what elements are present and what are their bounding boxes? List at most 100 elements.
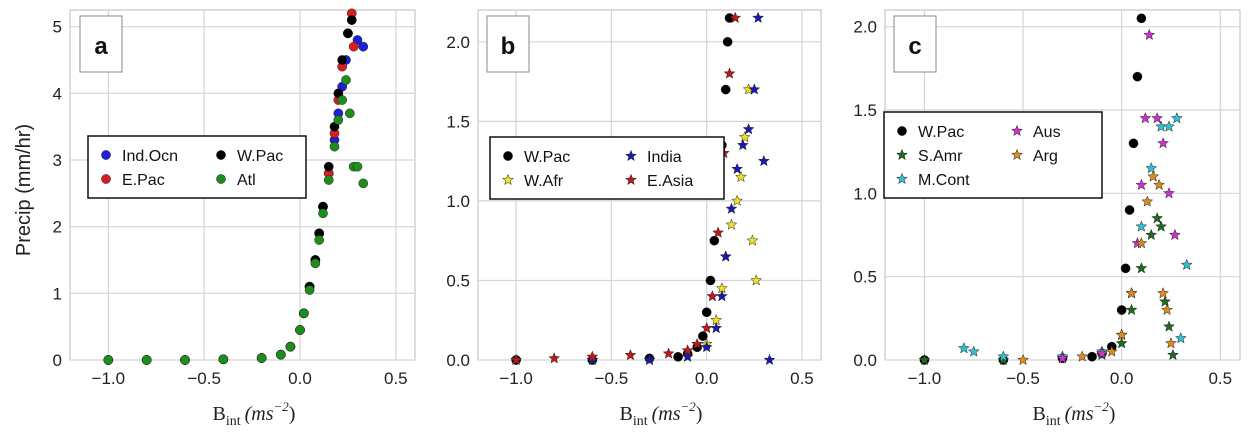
legend-item: W.Pac <box>216 148 283 165</box>
data-point <box>1157 287 1170 299</box>
y-tick-label: 1.5 <box>853 101 877 120</box>
legend: W.Pac S.Amr M.Cont Aus Arg <box>883 111 1103 199</box>
data-point <box>719 250 732 262</box>
panel-c: −1.0 −0.5 0.0 0.5 0.0 0.5 1.0 1.5 2.0 c W.Pac S.Amr… <box>853 9 1241 388</box>
y-tick-label: 0.0 <box>446 351 470 370</box>
x-tick-label: 0.0 <box>288 369 312 388</box>
legend-marker <box>216 150 226 160</box>
data-point <box>700 321 713 334</box>
legend-label: E.Pac <box>122 172 165 189</box>
data-point <box>348 41 359 52</box>
legend-marker <box>503 151 513 161</box>
x-axis-label: Bint (ms−2) <box>1033 399 1116 429</box>
data-point <box>343 28 353 39</box>
data-point <box>1155 220 1168 232</box>
data-point <box>586 350 599 362</box>
legend-label: S.Amr <box>918 148 963 165</box>
data-point <box>729 11 742 24</box>
legend-marker <box>896 172 908 185</box>
x-tick-label: −1.0 <box>908 369 942 388</box>
data-point <box>1139 112 1152 124</box>
data-point <box>673 352 683 362</box>
data-point <box>358 178 369 189</box>
legend-marker <box>1011 148 1023 161</box>
data-point <box>1180 258 1193 271</box>
data-point <box>1120 263 1131 274</box>
data-point <box>736 138 749 151</box>
x-tick-label: −0.5 <box>1006 369 1040 388</box>
data-point <box>1128 138 1139 149</box>
data-point <box>1168 228 1181 241</box>
data-point <box>318 208 328 219</box>
data-point <box>345 108 355 119</box>
data-point <box>1159 295 1172 307</box>
data-point <box>722 37 733 47</box>
legend-item: Arg <box>1011 148 1058 165</box>
data-point <box>706 290 719 302</box>
y-tick-label: 0.5 <box>853 268 877 287</box>
data-point <box>1135 262 1148 274</box>
x-tick-label: −1.0 <box>92 369 126 388</box>
data-point <box>256 353 267 363</box>
y-tick-label: 1.0 <box>853 184 877 203</box>
legend-item: E.Pac <box>101 172 165 189</box>
data-point <box>1174 332 1187 344</box>
y-tick-label: 0 <box>53 351 62 370</box>
panel-letter: c <box>908 33 921 60</box>
legend-item: W.Pac <box>897 124 964 141</box>
data-point <box>705 275 716 286</box>
data-point <box>725 202 738 214</box>
y-tick-label: 2.0 <box>446 33 470 52</box>
data-point <box>1095 347 1108 359</box>
data-point <box>1141 195 1154 207</box>
data-point <box>691 337 704 350</box>
data-point <box>358 41 369 52</box>
legend-marker <box>625 149 637 162</box>
data-point <box>1145 162 1158 174</box>
data-point <box>1147 170 1160 182</box>
legend-label: W.Afr <box>524 173 564 190</box>
data-point <box>752 11 765 24</box>
legend: Ind.Ocn E.Pac W.Pac Atl <box>87 135 307 199</box>
data-point <box>1164 337 1177 349</box>
legend-item: W.Afr <box>502 173 564 190</box>
data-point <box>1124 205 1135 215</box>
data-point <box>701 307 712 318</box>
legend-marker <box>101 150 111 160</box>
data-point <box>1125 303 1138 316</box>
legend-label: W.Pac <box>524 149 570 166</box>
legend-marker <box>1011 124 1023 137</box>
data-point <box>337 95 347 105</box>
legend-label: W.Pac <box>237 148 283 165</box>
legend-marker <box>502 173 514 186</box>
data-point <box>757 154 770 167</box>
legend-item: Atl <box>216 172 256 189</box>
y-tick-label: 0.0 <box>853 351 877 370</box>
data-point <box>742 123 755 135</box>
data-point <box>750 274 763 286</box>
legend-item: Aus <box>1011 124 1061 141</box>
y-tick-label: 3 <box>53 151 62 170</box>
data-point <box>1087 351 1097 362</box>
y-axis-label: Precip (mm/hr) <box>13 124 35 256</box>
legend-label: Aus <box>1033 124 1061 141</box>
data-point <box>1135 237 1148 249</box>
data-point <box>299 308 309 319</box>
data-point <box>310 258 321 269</box>
data-point <box>329 141 340 152</box>
data-point <box>341 75 351 85</box>
data-point <box>1163 187 1175 199</box>
data-point <box>1151 212 1164 224</box>
x-tick-label: −0.5 <box>187 369 221 388</box>
legend-box <box>883 111 1103 199</box>
data-point <box>276 349 286 360</box>
legend-item: Ind.Ocn <box>101 148 178 165</box>
legend-marker <box>216 174 226 184</box>
legend-item: M.Cont <box>896 172 970 189</box>
data-point <box>180 355 190 365</box>
x-axis-label: Bint (ms−2) <box>213 399 296 429</box>
data-point <box>218 354 229 365</box>
x-axis-labels: Bint (ms−2) Bint (ms−2) Bint (ms−2) <box>213 399 1116 429</box>
panel-b: −1.0 −0.5 0.0 0.5 0.0 0.5 1.0 1.5 2.0 b W.Pac W.Afr… <box>446 9 822 388</box>
